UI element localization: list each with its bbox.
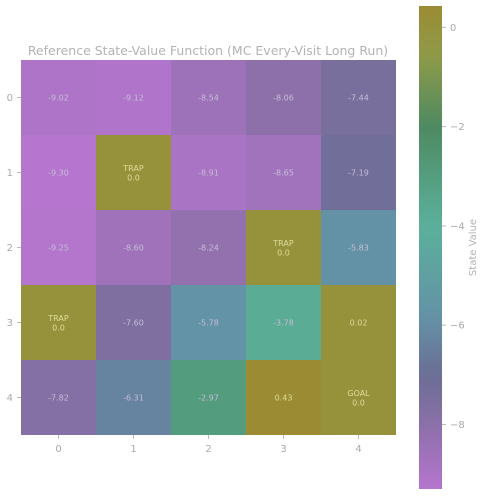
y-tick-label: 3: [7, 318, 13, 329]
y-axis: 0 1 2 3 4: [7, 93, 21, 404]
x-tick-label: 3: [280, 444, 286, 455]
cell-value-label: -9.12: [123, 94, 144, 103]
cell-value-label: -9.25: [48, 244, 69, 253]
cell-value-label: -3.78: [273, 319, 294, 328]
y-tick-label: 4: [7, 393, 13, 404]
cell-value-label: -5.78: [198, 319, 219, 328]
cell-value-label: -7.60: [123, 319, 144, 328]
y-tick-label: 0: [7, 93, 13, 104]
colorbar-tick-label: 0: [450, 23, 456, 34]
cell-value-label: -9.02: [48, 94, 69, 103]
x-axis: 0 1 2 3 4: [55, 435, 361, 455]
cell-value-label: -9.30: [48, 169, 69, 178]
x-tick-label: 4: [355, 444, 361, 455]
x-tick-label: 1: [130, 444, 136, 455]
cell-value-label: -8.91: [198, 169, 219, 178]
y-tick-label: 2: [7, 243, 13, 254]
colorbar-tick-label: −4: [450, 221, 465, 232]
colorbar-tick-label: −8: [450, 420, 465, 431]
cell-value-label: 0.43: [275, 394, 293, 403]
cell-value-label: -7.82: [48, 394, 69, 403]
colorbar: [419, 6, 442, 489]
cell-value-label: -7.44: [348, 94, 369, 103]
cell-value-label: -5.83: [348, 244, 369, 253]
cell-value-label: -8.54: [198, 94, 219, 103]
cell-value-label: -8.60: [123, 244, 144, 253]
colorbar-ticks: 0 −2 −4 −6 −8: [442, 23, 465, 431]
colorbar-tick-label: −2: [450, 122, 465, 133]
cell-value-label: -8.65: [273, 169, 294, 178]
cell-value-label: -7.19: [348, 169, 369, 178]
cell-value-label: -6.31: [123, 394, 144, 403]
cell-value-label: -8.24: [198, 244, 219, 253]
cell-value-label: -2.97: [198, 394, 219, 403]
colorbar-label: State Value: [468, 219, 479, 276]
y-tick-label: 1: [7, 168, 13, 179]
cell-value-label: -8.06: [273, 94, 294, 103]
x-tick-label: 2: [205, 444, 211, 455]
x-tick-label: 0: [55, 444, 61, 455]
cell-value-label: 0.02: [350, 319, 368, 328]
colorbar-tick-label: −6: [450, 321, 465, 332]
chart-title: Reference State-Value Function (MC Every…: [28, 43, 388, 58]
